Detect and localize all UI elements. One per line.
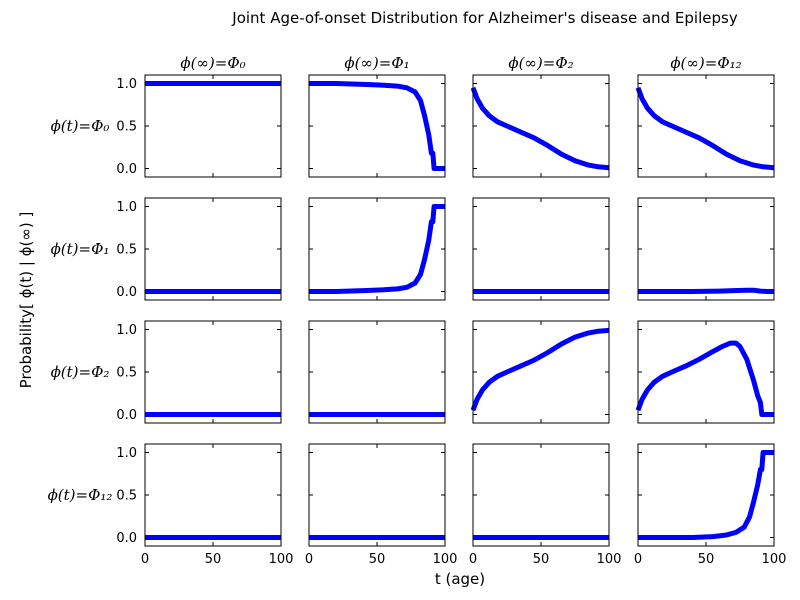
subplot-frame [144,197,282,301]
subplot-r2-c2 [470,320,610,424]
subplot-frame [637,320,775,424]
x-tick-label: 0 [141,552,149,567]
x-tick-label: 50 [369,552,386,567]
subplot-r1-c3 [637,197,775,301]
subplot-frame [144,74,282,178]
subplot-grid: 0.0 0.5 1.0 0.0 0.5 1.0 0.0 0.5 1.0 0 50 100 0.0 0.5 1… [48,54,787,567]
subplot-r0-c3 [635,74,775,178]
row-label: ϕ(t)=Φ₀ [51,117,110,135]
x-tick-label: 50 [205,552,222,567]
subplot-frame [308,320,446,424]
subplot-r2-c0: 0.0 0.5 1.0 [116,320,282,424]
x-tick-label: 100 [433,552,458,567]
subplot-frame [308,443,446,547]
subplot-frame [637,197,775,301]
y-tick-label: 0.0 [116,531,137,546]
subplot-r3-c3: 0 50 100 [634,443,787,567]
subplot-r0-c0: 0.0 0.5 1.0 [116,74,282,178]
subplot-r3-c0: 0 50 100 0.0 0.5 1.0 [116,443,294,567]
subplot-frame [472,74,610,178]
series-line [309,204,445,294]
x-tick-label: 100 [762,552,787,567]
subplot-frame [472,197,610,301]
series-line [470,86,610,171]
chart-title: Joint Age-of-onset Distribution for Alzh… [231,9,738,27]
series-line [638,287,774,294]
series-line [635,86,775,171]
subplot-frame [308,74,446,178]
y-tick-label: 1.0 [116,446,137,461]
y-tick-label: 0.0 [116,285,137,300]
y-tick-label: 0.5 [116,489,137,504]
series-line [470,327,610,412]
y-tick-label: 0.5 [116,120,137,135]
subplot-frame [637,74,775,178]
subplot-r3-c2: 0 50 100 [469,443,622,567]
series-line [638,450,774,540]
x-tick-label: 0 [634,552,642,567]
x-tick-label: 100 [269,552,294,567]
subplot-frame [144,443,282,547]
subplot-r0-c1 [308,74,446,178]
subplot-r0-c2 [470,74,610,178]
subplot-frame [144,320,282,424]
x-tick-label: 0 [469,552,477,567]
y-axis-label: Probability[ ϕ(t) | ϕ(∞) ] [17,212,35,389]
y-tick-label: 0.0 [116,408,137,423]
subplot-r3-c1: 0 50 100 [305,443,458,567]
row-label: ϕ(t)=Φ₂ [51,363,110,381]
x-tick-label: 50 [533,552,550,567]
series-line [309,81,445,171]
subplot-r2-c1 [308,320,446,424]
x-tick-label: 100 [597,552,622,567]
column-label: ϕ(∞)=Φ₁ [344,54,409,72]
subplot-frame [308,197,446,301]
subplot-r1-c0: 0.0 0.5 1.0 [116,197,282,301]
subplot-frame [472,320,610,424]
subplot-r1-c2 [472,197,610,301]
column-label: ϕ(∞)=Φ₁₂ [670,54,741,72]
subplot-frame [472,443,610,547]
y-tick-label: 1.0 [116,200,137,215]
subplot-r1-c1 [308,197,446,301]
row-label: ϕ(t)=Φ₁ [51,240,110,258]
subplot-r2-c3 [635,320,775,424]
y-tick-label: 1.0 [116,323,137,338]
series-line [635,340,774,417]
y-tick-label: 1.0 [116,77,137,92]
y-tick-label: 0.5 [116,243,137,258]
x-tick-label: 50 [698,552,715,567]
column-label: ϕ(∞)=Φ₀ [180,54,245,72]
row-label: ϕ(t)=Φ₁₂ [48,486,113,504]
y-tick-label: 0.5 [116,366,137,381]
column-label: ϕ(∞)=Φ₂ [508,54,573,72]
x-axis-label: t (age) [435,570,485,588]
y-tick-label: 0.0 [116,162,137,177]
x-tick-label: 0 [305,552,313,567]
subplot-frame [637,443,775,547]
